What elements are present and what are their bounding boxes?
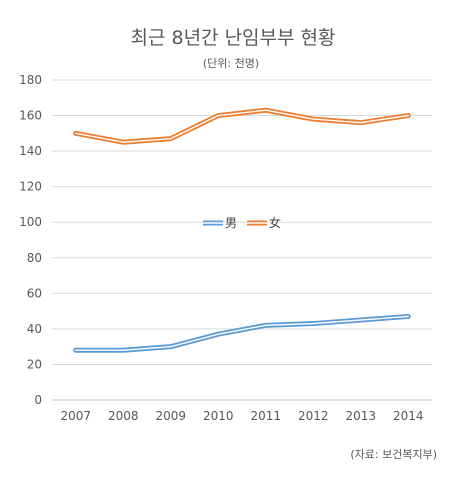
x-tick-label: 2013	[345, 409, 376, 423]
x-tick-label: 2014	[393, 409, 424, 423]
legend-label: 女	[269, 215, 281, 230]
x-tick-label: 2008	[108, 409, 139, 423]
x-tick-label: 2010	[203, 409, 234, 423]
x-tick-label: 2011	[250, 409, 281, 423]
x-tick-label: 2009	[155, 409, 186, 423]
x-axis-ticks: 2007 2008 2009 2010 2011 2012 2013 2014	[60, 409, 423, 423]
y-tick-label: 140	[19, 144, 42, 158]
y-tick-label: 160	[19, 109, 42, 123]
x-tick-label: 2007	[60, 409, 91, 423]
chart-title: 최근 8년간 난임부부 현황	[130, 27, 335, 49]
series-1	[73, 313, 411, 353]
series-line-core	[75, 109, 409, 143]
legend-item: 男	[203, 216, 237, 230]
y-tick-label: 40	[27, 322, 42, 336]
legend-label: 男	[225, 216, 237, 230]
series-lines	[73, 107, 411, 353]
y-tick-label: 100	[19, 215, 42, 229]
series-2	[73, 107, 411, 145]
y-tick-label: 60	[27, 286, 42, 300]
series-line	[73, 313, 411, 353]
y-tick-label: 20	[27, 357, 42, 371]
source-note: (자료: 보건복지부)	[350, 448, 437, 461]
y-tick-label: 120	[19, 180, 42, 194]
gridlines	[52, 79, 432, 401]
series-line	[73, 107, 411, 145]
y-tick-label: 80	[27, 251, 42, 265]
y-axis-ticks: 0 20 40 60 80 100 120 140 160 180	[19, 73, 42, 407]
chart-subtitle: (단위: 천명)	[203, 56, 259, 70]
legend-item: 女	[247, 215, 281, 230]
series-line-core	[75, 315, 409, 351]
x-tick-label: 2012	[298, 409, 329, 423]
y-tick-label: 180	[19, 73, 42, 87]
y-tick-label: 0	[34, 393, 42, 407]
legend: 男女	[203, 215, 281, 230]
